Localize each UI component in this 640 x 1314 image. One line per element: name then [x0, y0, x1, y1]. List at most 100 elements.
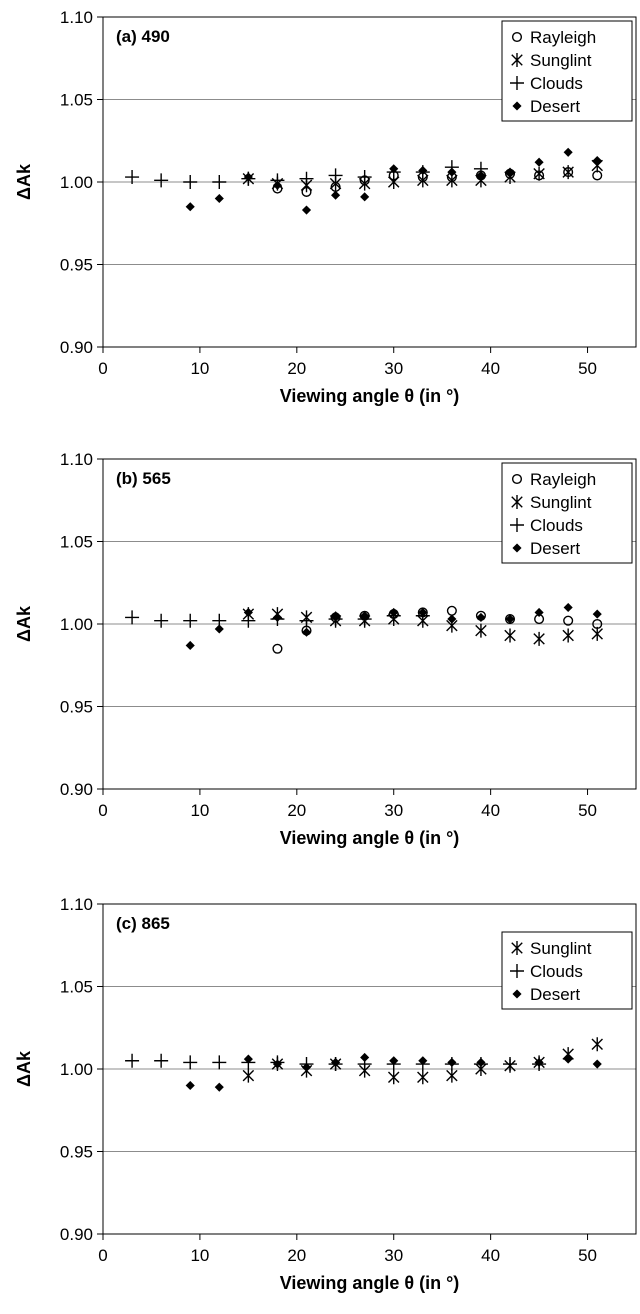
data-point-desert: [505, 614, 515, 624]
data-point-desert: [447, 614, 457, 624]
data-point-desert: [389, 164, 399, 174]
x-tick-label: 20: [287, 801, 306, 820]
data-point-desert: [301, 627, 312, 637]
x-tick-label: 0: [98, 359, 107, 378]
data-point-desert: [185, 640, 195, 651]
data-point-desert: [243, 172, 253, 182]
data-point-desert: [418, 165, 428, 176]
y-axis-title: ΔAk: [14, 605, 34, 642]
data-point-desert: [563, 602, 573, 613]
x-tick-label: 20: [287, 359, 306, 378]
data-point-desert: [214, 193, 224, 204]
plot-frame: [102, 458, 637, 790]
data-point-desert: [301, 1062, 312, 1072]
x-tick-label: 50: [578, 801, 597, 820]
data-point-clouds: [154, 173, 169, 188]
data-point-clouds: [183, 613, 198, 628]
series-desert: [185, 147, 602, 215]
y-tick-label: 0.90: [60, 338, 93, 357]
data-point-clouds: [299, 171, 314, 186]
data-point-clouds: [357, 170, 372, 185]
data-point-clouds: [183, 175, 198, 189]
data-point-desert: [447, 167, 457, 177]
data-point-desert: [185, 1080, 195, 1091]
y-tick-label: 1.05: [60, 978, 93, 997]
y-axis-title: ΔAk: [14, 163, 34, 200]
data-point-desert: [476, 1057, 486, 1067]
legend-marker-rayleigh: [511, 31, 523, 43]
legend-marker-desert: [512, 543, 522, 553]
data-point-rayleigh: [446, 605, 457, 616]
data-point-desert: [476, 612, 486, 622]
x-tick-label: 0: [98, 1246, 107, 1265]
legend-label-clouds: Clouds: [530, 516, 583, 535]
x-tick-label: 40: [481, 359, 500, 378]
x-axis-title: Viewing angle θ (in °): [280, 828, 460, 848]
legend-marker-clouds: [510, 964, 524, 978]
x-tick-label: 10: [190, 801, 209, 820]
x-axis-title: Viewing angle θ (in °): [280, 1273, 460, 1293]
legend-marker-desert: [512, 101, 522, 111]
y-tick-label: 1.10: [60, 8, 93, 27]
y-tick-label: 1.05: [60, 533, 93, 552]
y-tick-label: 0.95: [60, 1143, 93, 1162]
data-point-desert: [389, 607, 399, 618]
legend-label-rayleigh: Rayleigh: [530, 28, 596, 47]
legend-marker-clouds: [510, 518, 524, 532]
panel-label: (b) 565: [116, 469, 171, 488]
data-point-clouds: [154, 613, 169, 628]
data-point-desert: [360, 611, 370, 621]
y-tick-label: 1.00: [60, 173, 93, 192]
data-point-rayleigh: [563, 615, 574, 626]
legend-box: [501, 462, 633, 564]
data-point-desert: [301, 205, 312, 215]
legend-marker-sunglint: [511, 495, 523, 509]
data-point-desert: [592, 155, 602, 166]
x-tick-label: 50: [578, 359, 597, 378]
series-clouds: [125, 160, 488, 189]
chart-panel-1: 0.90 0.95 1.00 1.05 1.10 0 10 20 30 40 50 Viewing a…: [14, 8, 637, 406]
data-point-desert: [272, 612, 282, 622]
data-point-desert: [272, 1059, 282, 1069]
data-point-desert: [214, 1082, 224, 1092]
legend-marker-clouds: [510, 76, 524, 90]
y-tick-label: 1.05: [60, 91, 93, 110]
data-point-sunglint: [591, 1037, 603, 1052]
panel-label: (a) 490: [116, 27, 170, 46]
data-point-desert: [418, 607, 428, 618]
legend-marker-rayleigh: [511, 473, 523, 485]
y-tick-label: 1.00: [60, 615, 93, 634]
data-point-sunglint: [562, 165, 574, 180]
data-point-desert: [360, 192, 370, 202]
x-tick-label: 10: [190, 359, 209, 378]
y-tick-label: 0.95: [60, 256, 93, 275]
data-point-desert: [505, 167, 515, 177]
data-point-clouds: [125, 1053, 140, 1068]
x-tick-label: 40: [481, 801, 500, 820]
data-point-desert: [534, 157, 544, 167]
data-point-desert: [592, 609, 602, 619]
data-point-rayleigh: [272, 643, 283, 654]
plot-frame: [102, 903, 637, 1235]
legend: Rayleigh Sunglint Clouds Desert: [501, 20, 633, 122]
y-tick-label: 1.10: [60, 895, 93, 914]
data-point-desert: [418, 1056, 428, 1066]
data-point-desert: [534, 607, 544, 618]
y-tick-label: 0.90: [60, 1225, 93, 1244]
plot-frame: [102, 16, 637, 348]
data-point-clouds: [125, 170, 140, 185]
data-point-desert: [592, 1059, 602, 1069]
x-tick-label: 30: [384, 1246, 403, 1265]
x-tick-label: 30: [384, 801, 403, 820]
data-point-desert: [389, 1056, 399, 1066]
y-tick-label: 1.10: [60, 450, 93, 469]
y-tick-label: 0.95: [60, 698, 93, 717]
legend-label-sunglint: Sunglint: [530, 493, 592, 512]
series-sunglint: [242, 1037, 603, 1085]
legend-label-rayleigh: Rayleigh: [530, 470, 596, 489]
legend-box: [501, 20, 633, 122]
data-point-clouds: [212, 175, 227, 189]
data-point-desert: [563, 1054, 573, 1064]
y-axis-title: ΔAk: [14, 1050, 34, 1087]
data-point-desert: [534, 1057, 544, 1067]
